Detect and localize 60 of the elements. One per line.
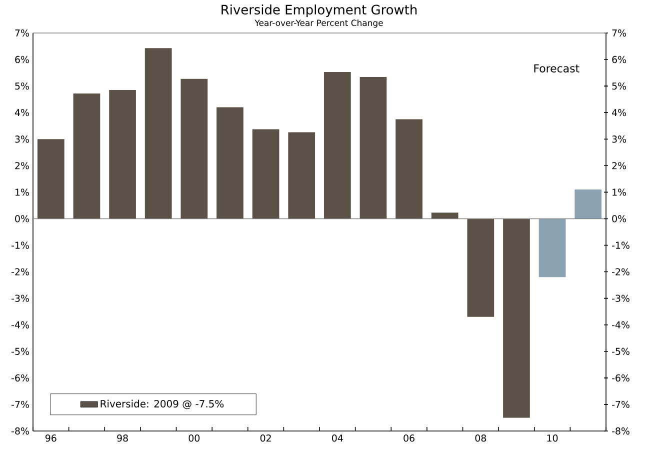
y-tick-label: 5% (612, 82, 626, 90)
y2-tick-label: -1% (12, 242, 29, 249)
x-tick-label: 98 (117, 434, 128, 442)
y2-tick-label: 4% (14, 109, 29, 116)
y-tick-label: -1% (612, 242, 630, 249)
y-tick-label: 0% (612, 215, 626, 222)
x-tick-label: 06 (404, 434, 414, 442)
bar (431, 212, 458, 219)
x-tick-label: 04 (332, 434, 343, 442)
bar (37, 139, 64, 219)
bar (144, 48, 172, 219)
bar (538, 218, 566, 278)
y-tick-label: 7% (612, 29, 626, 37)
x-tick-label: 02 (260, 434, 271, 442)
y2-tick-label: 1% (16, 188, 29, 196)
y2-tick-label: 5% (15, 82, 29, 90)
legend-label: Riverside: 2009 @ -7.5% (100, 400, 224, 410)
y-tick-label: -3% (612, 294, 630, 302)
chart-subtitle: Year-over-Year Percent Change (254, 20, 383, 28)
y2-tick-label: -5% (12, 348, 29, 355)
y2-tick-label: -3% (12, 294, 29, 302)
y-tick-label: -4% (612, 321, 630, 328)
bar (324, 72, 351, 219)
x-tick-label: 10 (547, 434, 558, 442)
bar (360, 77, 387, 219)
x-tick-label: 96 (45, 434, 56, 442)
y2-tick-label: 0% (15, 215, 29, 222)
y-tick-label: 3% (612, 136, 626, 143)
annotation: Forecast (534, 64, 580, 73)
bar (180, 78, 208, 219)
bar (396, 119, 422, 219)
bar (574, 190, 602, 219)
bar (467, 218, 494, 317)
y-tick-label: 1% (612, 188, 626, 196)
bar (288, 132, 316, 219)
y-tick-label: -5% (612, 348, 630, 355)
y-tick-label: 6% (612, 56, 626, 64)
chart-title: Riverside Employment Growth (222, 4, 417, 18)
bar (216, 107, 244, 219)
x-tick-label: 08 (475, 434, 486, 442)
y-tick-label: 2% (612, 162, 626, 170)
y-tick-label: -6% (612, 374, 630, 382)
x-tick-label: 00 (188, 434, 200, 442)
y-tick-label: 4% (612, 109, 626, 116)
y-tick-label: -2% (612, 268, 630, 276)
y2-tick-label: 3% (15, 136, 29, 143)
y-tick-label: -7% (612, 400, 630, 408)
bar (503, 218, 530, 418)
y2-tick-label: -4% (12, 321, 29, 328)
y2-tick-label: 7% (15, 29, 29, 37)
bar (252, 129, 280, 219)
bar (73, 93, 100, 219)
y2-tick-label: 6% (15, 56, 29, 64)
y2-tick-label: 2% (15, 162, 29, 170)
y2-tick-label: -2% (12, 268, 29, 276)
y2-tick-label: -8% (12, 427, 29, 435)
y-tick-label: -8% (612, 427, 630, 435)
bar (109, 90, 136, 219)
y2-tick-label: -6% (12, 374, 29, 382)
y2-tick-label: -7% (12, 400, 29, 408)
